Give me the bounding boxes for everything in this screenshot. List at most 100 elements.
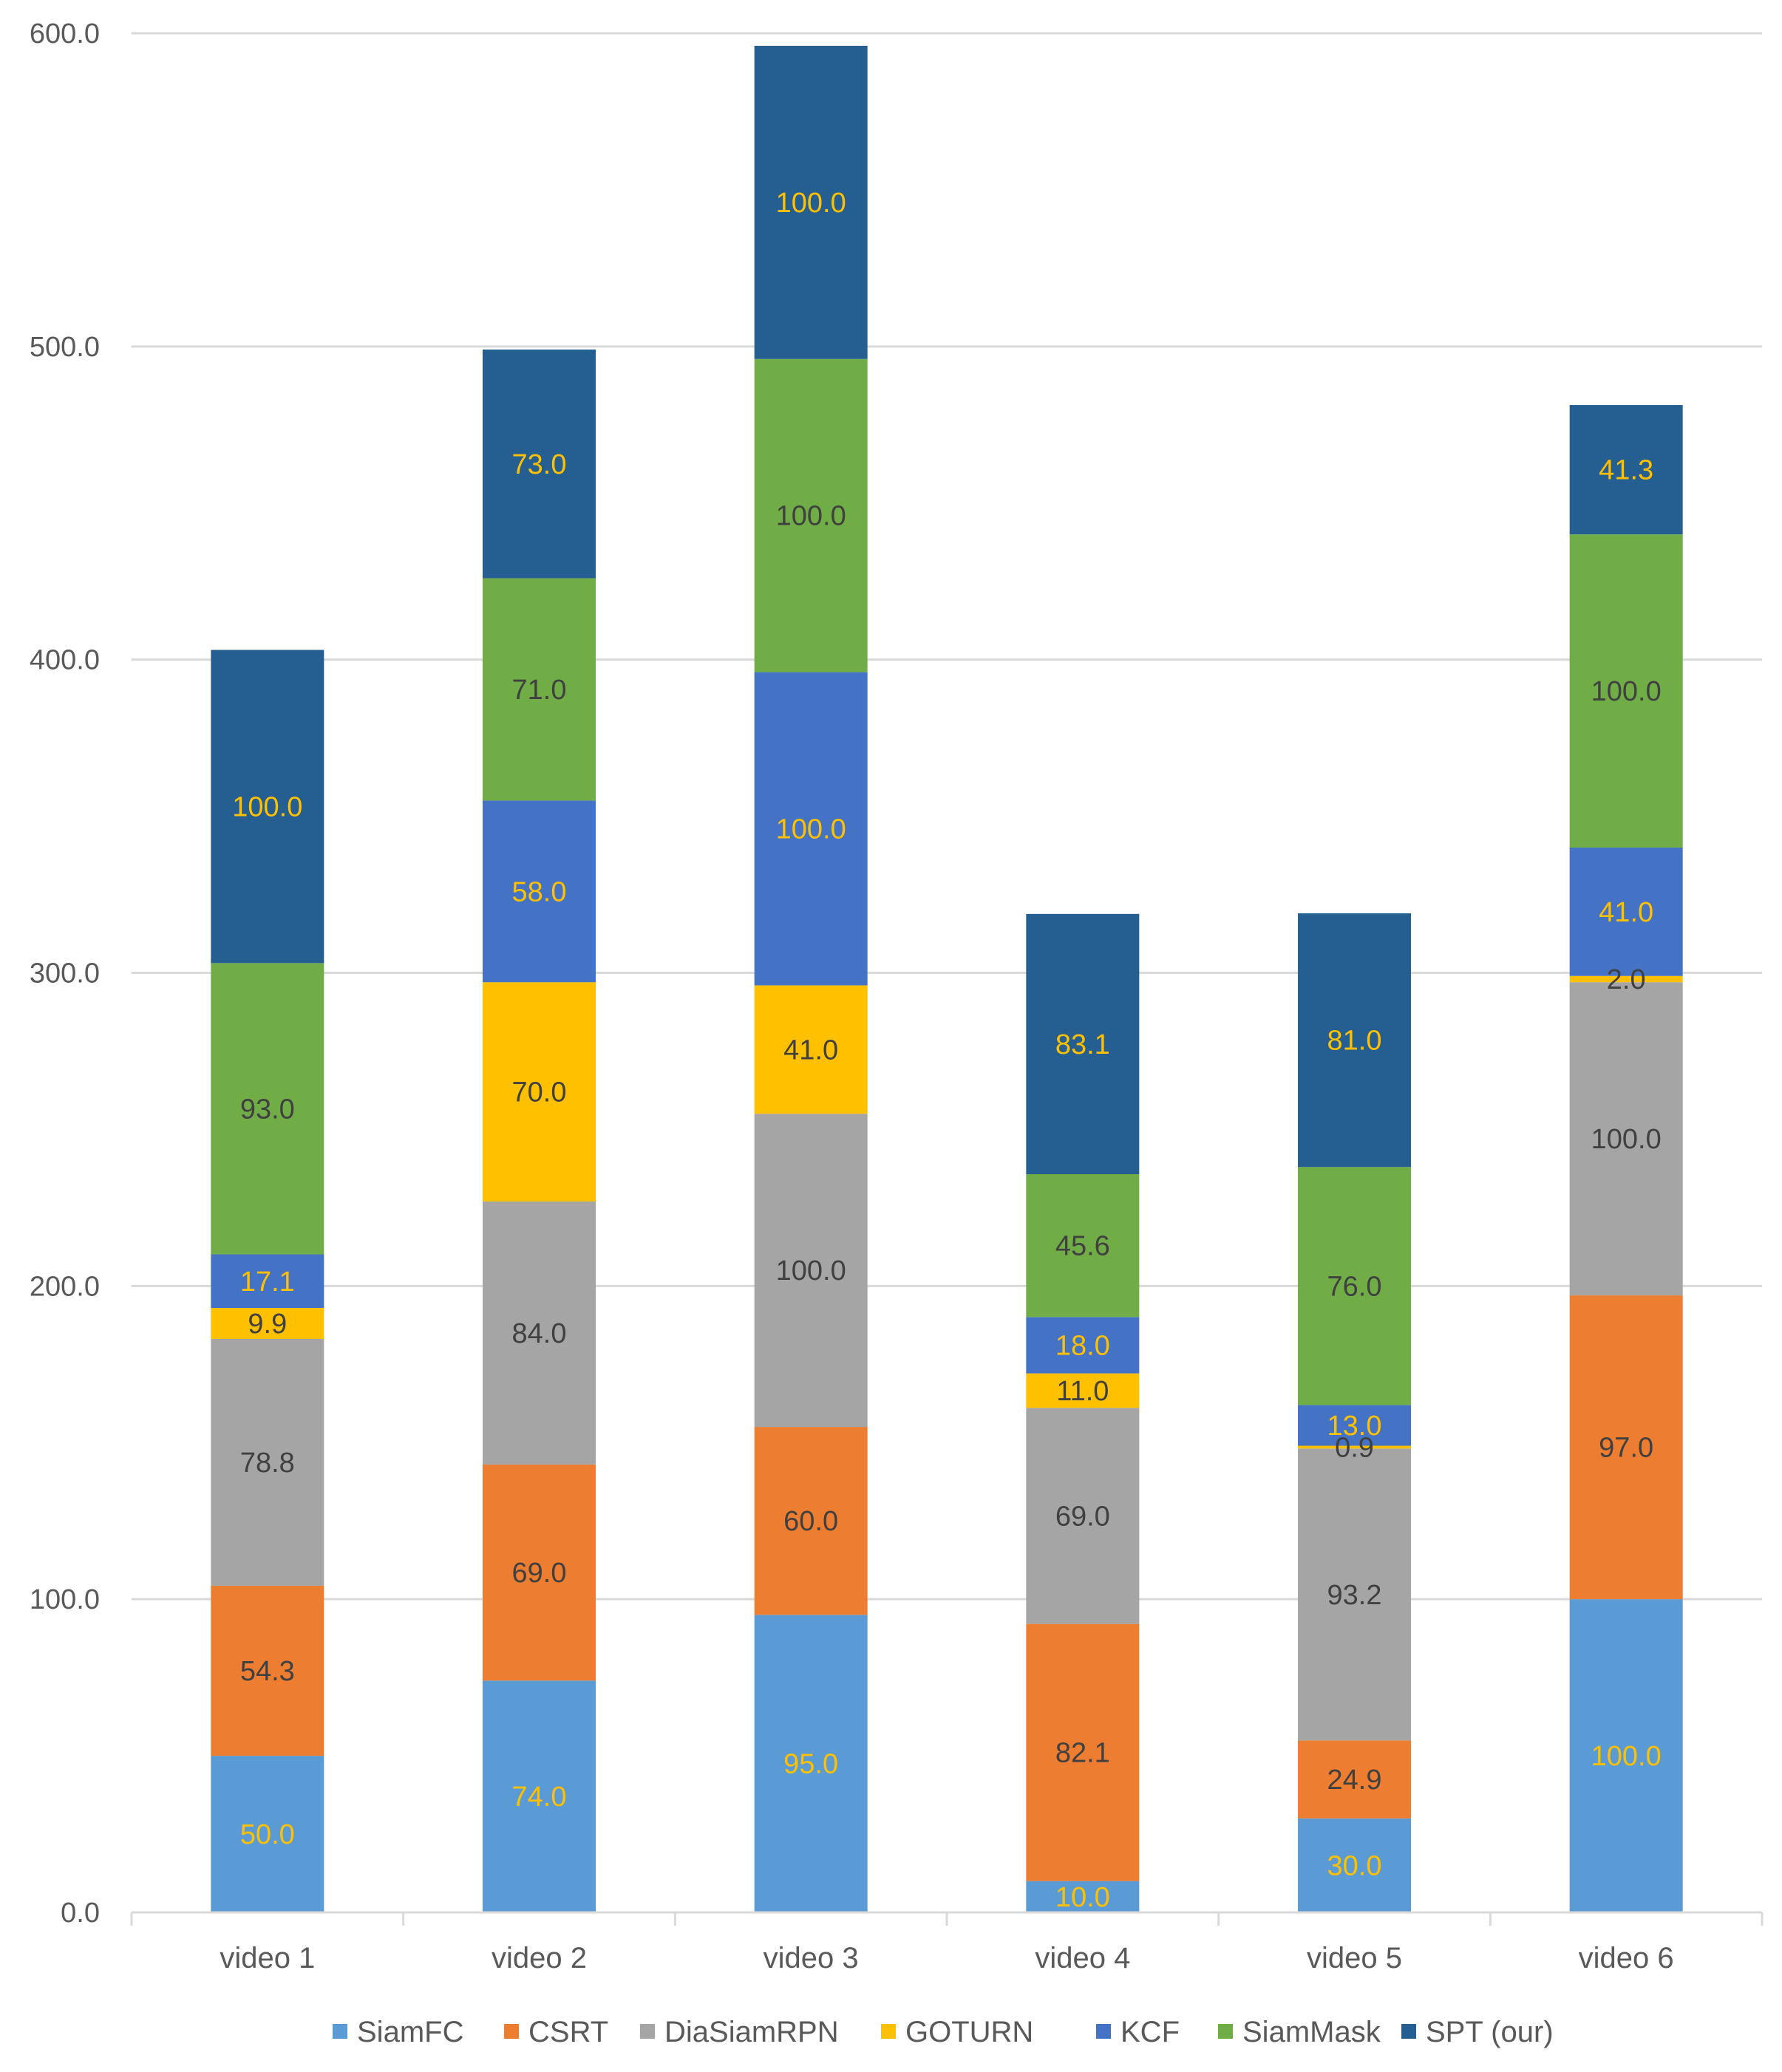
bar-segment bbox=[1298, 1167, 1411, 1405]
data-label: 60.0 bbox=[783, 1506, 838, 1537]
data-label: 100.0 bbox=[1591, 1124, 1662, 1155]
data-label: 10.0 bbox=[1055, 1882, 1110, 1913]
data-label: 97.0 bbox=[1599, 1433, 1653, 1464]
legend-label: SiamFC bbox=[357, 2016, 463, 2048]
legend-label: SiamMask bbox=[1242, 2016, 1381, 2048]
bar-segment bbox=[211, 1756, 324, 1912]
legend-swatch bbox=[881, 2024, 896, 2039]
legend-label: CSRT bbox=[528, 2016, 608, 2048]
bar-segment bbox=[1569, 975, 1683, 983]
y-tick-label: 400.0 bbox=[30, 645, 100, 676]
data-label: 69.0 bbox=[1055, 1501, 1110, 1532]
bar-segment bbox=[483, 800, 596, 983]
bar-segment bbox=[483, 1680, 596, 1912]
x-tick-label: video 1 bbox=[220, 1942, 315, 1974]
data-label: 84.0 bbox=[512, 1318, 567, 1349]
y-axis: 0.0 100.0 200.0 300.0 400.0 500.0 600.0 bbox=[30, 18, 100, 1929]
data-labels: 50.0 54.3 78.8 9.9 17.1 93.0 100.0 74.0 69.0 84.0… bbox=[232, 188, 1661, 1913]
data-label: 93.2 bbox=[1327, 1580, 1382, 1611]
data-label: 78.8 bbox=[240, 1448, 295, 1479]
data-label: 18.0 bbox=[1055, 1330, 1110, 1361]
data-label: 2.0 bbox=[1607, 964, 1646, 995]
y-tick-label: 200.0 bbox=[30, 1271, 100, 1302]
bar-segment bbox=[754, 672, 868, 986]
data-label: 100.0 bbox=[232, 791, 302, 822]
bar-segment bbox=[1569, 847, 1683, 976]
bar-segment bbox=[754, 45, 868, 359]
y-tick-label: 300.0 bbox=[30, 958, 100, 989]
legend-swatch bbox=[1401, 2024, 1416, 2039]
legend: SiamFC CSRT DiaSiamRPN GOTURN KCF SiamMask SPT… bbox=[333, 2016, 1554, 2048]
y-tick-label: 100.0 bbox=[30, 1584, 100, 1615]
bar-segment bbox=[754, 985, 868, 1114]
bar-segment bbox=[1298, 1445, 1411, 1449]
bar-segment bbox=[754, 358, 868, 672]
bar-segment bbox=[754, 1427, 868, 1615]
data-label: 50.0 bbox=[240, 1819, 295, 1850]
bar-segment bbox=[754, 1114, 868, 1428]
data-label: 95.0 bbox=[783, 1749, 838, 1780]
data-label: 100.0 bbox=[776, 1255, 846, 1287]
data-label: 0.9 bbox=[1335, 1432, 1374, 1463]
bar-segment bbox=[1298, 1448, 1411, 1741]
bar-segment bbox=[483, 982, 596, 1202]
gridlines bbox=[132, 32, 1762, 1601]
legend-swatch bbox=[1218, 2024, 1233, 2039]
y-tick-label: 600.0 bbox=[30, 18, 100, 50]
bar-segment bbox=[483, 1201, 596, 1465]
data-label: 41.0 bbox=[783, 1035, 838, 1066]
legend-label: SPT (our) bbox=[1426, 2016, 1554, 2048]
data-label: 13.0 bbox=[1327, 1411, 1382, 1442]
bar-segment bbox=[1026, 1317, 1140, 1374]
data-label: 54.3 bbox=[240, 1656, 295, 1687]
data-label: 70.0 bbox=[512, 1077, 567, 1108]
legend-label: GOTURN bbox=[905, 2016, 1033, 2048]
x-axis: video 1 video 2 video 3 video 4 video 5 video… bbox=[130, 1911, 1764, 1974]
bar-segment bbox=[1026, 1408, 1140, 1624]
bar-segment bbox=[1298, 1818, 1411, 1912]
bar-segment bbox=[211, 1308, 324, 1339]
bar-segment bbox=[1026, 1881, 1140, 1912]
legend-swatch bbox=[333, 2024, 347, 2039]
bar-segment bbox=[1026, 1623, 1140, 1881]
data-label: 100.0 bbox=[776, 814, 846, 845]
legend-swatch bbox=[504, 2024, 519, 2039]
bar-segment bbox=[1298, 1740, 1411, 1819]
data-label: 76.0 bbox=[1327, 1271, 1382, 1302]
data-label: 73.0 bbox=[512, 449, 567, 480]
data-label: 81.0 bbox=[1327, 1026, 1382, 1057]
data-label: 58.0 bbox=[512, 876, 567, 907]
legend-swatch bbox=[640, 2024, 655, 2039]
bar-segment bbox=[483, 350, 596, 579]
data-label: 100.0 bbox=[776, 501, 846, 532]
data-label: 100.0 bbox=[1591, 1741, 1662, 1772]
x-tick-label: video 6 bbox=[1579, 1942, 1674, 1974]
data-label: 17.1 bbox=[240, 1267, 295, 1298]
data-label: 100.0 bbox=[776, 188, 846, 219]
x-tick-label: video 3 bbox=[764, 1942, 859, 1974]
bar-segment bbox=[483, 1464, 596, 1681]
data-label: 9.9 bbox=[248, 1309, 287, 1340]
data-label: 41.0 bbox=[1599, 897, 1653, 928]
data-label: 82.1 bbox=[1055, 1738, 1110, 1769]
bar-segment bbox=[211, 650, 324, 964]
data-label: 30.0 bbox=[1327, 1850, 1382, 1881]
y-tick-label: 500.0 bbox=[30, 332, 100, 363]
legend-label: DiaSiamRPN bbox=[664, 2016, 839, 2048]
data-label: 11.0 bbox=[1056, 1376, 1109, 1407]
bar-segment bbox=[754, 1615, 868, 1912]
bar-segment bbox=[483, 578, 596, 801]
y-tick-label: 0.0 bbox=[61, 1898, 100, 1929]
bar-segment bbox=[1569, 982, 1683, 1296]
data-label: 83.1 bbox=[1055, 1029, 1110, 1060]
data-label: 74.0 bbox=[512, 1782, 567, 1813]
legend-swatch bbox=[1096, 2024, 1111, 2039]
bar-segment bbox=[1569, 405, 1683, 535]
bar-segment bbox=[1298, 1405, 1411, 1446]
data-label: 69.0 bbox=[512, 1558, 567, 1589]
data-label: 45.6 bbox=[1055, 1231, 1110, 1262]
bar-segment bbox=[1026, 1373, 1140, 1408]
legend-label: KCF bbox=[1120, 2016, 1180, 2048]
x-tick-label: video 4 bbox=[1035, 1942, 1130, 1974]
